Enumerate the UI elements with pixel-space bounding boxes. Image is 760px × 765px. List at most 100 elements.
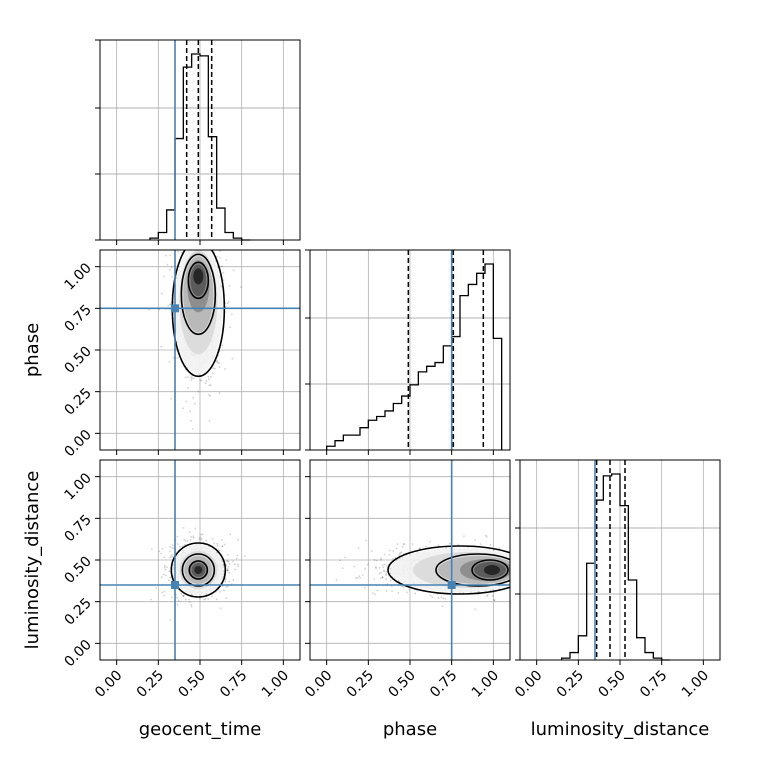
sample-point-1-0-546 bbox=[222, 271, 225, 274]
xtick-label-col0-2: 0.50 bbox=[175, 668, 208, 701]
sample-point-2-1-355 bbox=[400, 551, 403, 553]
sample-point-2-1-372 bbox=[484, 590, 487, 592]
sample-point-2-0-604 bbox=[171, 544, 174, 546]
sample-point-2-0-124 bbox=[199, 536, 202, 539]
histogram-bin-phase-20 bbox=[493, 338, 501, 450]
sample-point-2-1-62 bbox=[385, 570, 388, 573]
sample-point-2-0-787 bbox=[182, 594, 185, 597]
sample-point-2-1-737 bbox=[479, 543, 482, 545]
histogram-bin-phase-4 bbox=[360, 428, 368, 450]
histogram-bin-geocent_time-2 bbox=[167, 210, 175, 240]
sample-point-1-0-324 bbox=[196, 246, 198, 248]
sample-point-2-0-897 bbox=[188, 598, 190, 601]
sample-point-2-1-456 bbox=[375, 559, 378, 562]
sample-point-2-1-632 bbox=[399, 552, 402, 554]
sample-point-2-0-436 bbox=[237, 538, 239, 541]
sample-point-2-0-837 bbox=[232, 579, 235, 582]
sample-point-2-1-509 bbox=[441, 605, 444, 608]
histogram-bin-phase-10 bbox=[410, 385, 418, 450]
sample-point-2-1-404 bbox=[382, 564, 384, 566]
sample-point-2-0-761 bbox=[169, 619, 172, 621]
sample-point-2-0-147 bbox=[164, 568, 167, 571]
sample-point-2-0-69 bbox=[155, 587, 158, 589]
sample-point-1-0-25 bbox=[194, 242, 196, 244]
sample-point-2-1-380 bbox=[374, 593, 377, 596]
sample-point-1-0-511 bbox=[194, 402, 196, 405]
sample-point-2-0-610 bbox=[168, 579, 170, 581]
sample-point-2-0-127 bbox=[227, 560, 230, 563]
density-level-2-1-5 bbox=[484, 565, 500, 575]
xlabel-luminosity-distance: luminosity_distance bbox=[531, 719, 710, 740]
sample-point-1-0-397 bbox=[192, 377, 195, 380]
sample-point-2-1-860 bbox=[385, 590, 388, 592]
sample-point-2-1-640 bbox=[378, 572, 381, 575]
sample-point-1-0-232 bbox=[192, 248, 194, 250]
sample-point-2-1-527 bbox=[498, 547, 501, 550]
histogram-bin-phase-12 bbox=[427, 366, 435, 450]
histogram-bin-phase-11 bbox=[418, 372, 426, 450]
sample-point-1-0-474 bbox=[197, 246, 199, 248]
sample-point-2-0-34 bbox=[190, 605, 193, 608]
sample-point-2-0-365 bbox=[213, 542, 216, 545]
sample-point-1-0-751 bbox=[213, 247, 215, 249]
histogram-bin-phase-15 bbox=[452, 337, 460, 450]
sample-point-2-1-488 bbox=[402, 586, 405, 589]
sample-point-2-1-434 bbox=[473, 539, 476, 541]
sample-point-2-1-770 bbox=[448, 542, 451, 545]
histogram-bin-luminosity_distance-6 bbox=[612, 474, 620, 660]
sample-point-2-1-857 bbox=[382, 566, 385, 569]
ytick-label-row1-2: 0.50 bbox=[61, 344, 94, 377]
sample-point-2-0-89 bbox=[223, 589, 226, 592]
sample-point-1-0-608 bbox=[214, 246, 216, 248]
sample-point-2-0-19 bbox=[182, 595, 185, 597]
sample-point-2-1-395 bbox=[339, 559, 341, 562]
sample-point-2-0-206 bbox=[164, 564, 166, 567]
sample-point-2-0-261 bbox=[189, 538, 192, 541]
sample-point-1-0-591 bbox=[208, 393, 210, 396]
sample-point-2-0-264 bbox=[184, 598, 187, 601]
sample-point-2-0-523 bbox=[221, 545, 224, 547]
histogram-bin-geocent_time-6 bbox=[200, 56, 208, 240]
ytick-label-row2-2: 0.50 bbox=[61, 554, 94, 587]
sample-point-2-1-66 bbox=[380, 572, 382, 574]
histogram-bin-phase-1 bbox=[335, 441, 343, 450]
sample-point-1-0-763 bbox=[169, 303, 172, 306]
sample-point-2-0-278 bbox=[216, 542, 219, 545]
histogram-bin-luminosity_distance-1 bbox=[570, 653, 578, 660]
sample-point-1-0-899 bbox=[185, 400, 188, 403]
sample-point-2-1-162 bbox=[463, 535, 465, 538]
sample-point-2-1-463 bbox=[373, 558, 376, 561]
sample-point-2-1-707 bbox=[383, 553, 386, 556]
sample-point-2-0-835 bbox=[194, 527, 197, 530]
sample-point-2-0-49 bbox=[180, 592, 183, 595]
histogram-phase bbox=[326, 263, 503, 450]
sample-point-1-0-310 bbox=[160, 345, 163, 348]
sample-point-1-0-782 bbox=[212, 367, 215, 369]
density-level-2-0-5 bbox=[194, 566, 203, 574]
sample-point-2-1-150 bbox=[401, 585, 404, 588]
sample-point-2-1-71 bbox=[372, 592, 374, 595]
sample-point-1-0-552 bbox=[215, 360, 218, 363]
sample-point-2-1-438 bbox=[429, 540, 431, 543]
sample-point-2-0-399 bbox=[169, 576, 172, 579]
sample-point-2-1-895 bbox=[364, 586, 366, 589]
sample-point-2-0-626 bbox=[183, 543, 186, 546]
sample-point-1-0-779 bbox=[166, 263, 169, 266]
histogram-bin-luminosity_distance-9 bbox=[637, 638, 645, 660]
sample-point-1-0-574 bbox=[191, 247, 193, 249]
sample-point-2-0-97 bbox=[226, 585, 229, 588]
xtick-label-col2-0: 0.00 bbox=[512, 668, 545, 701]
sample-point-1-0-189 bbox=[168, 268, 171, 271]
sample-point-2-1-349 bbox=[484, 534, 487, 537]
sample-point-1-0-370 bbox=[219, 257, 221, 259]
sample-point-1-0-677 bbox=[207, 375, 210, 378]
sample-point-1-0-167 bbox=[185, 241, 187, 243]
xtick-label-col0-3: 0.75 bbox=[217, 668, 250, 701]
sample-point-1-0-208 bbox=[205, 380, 208, 382]
sample-point-1-0-862 bbox=[208, 420, 211, 422]
sample-point-1-0-736 bbox=[192, 396, 195, 399]
sample-point-1-0-145 bbox=[187, 386, 189, 389]
sample-point-2-0-760 bbox=[205, 539, 208, 542]
sample-point-1-0-889 bbox=[231, 313, 233, 315]
sample-point-1-0-797 bbox=[226, 302, 229, 305]
